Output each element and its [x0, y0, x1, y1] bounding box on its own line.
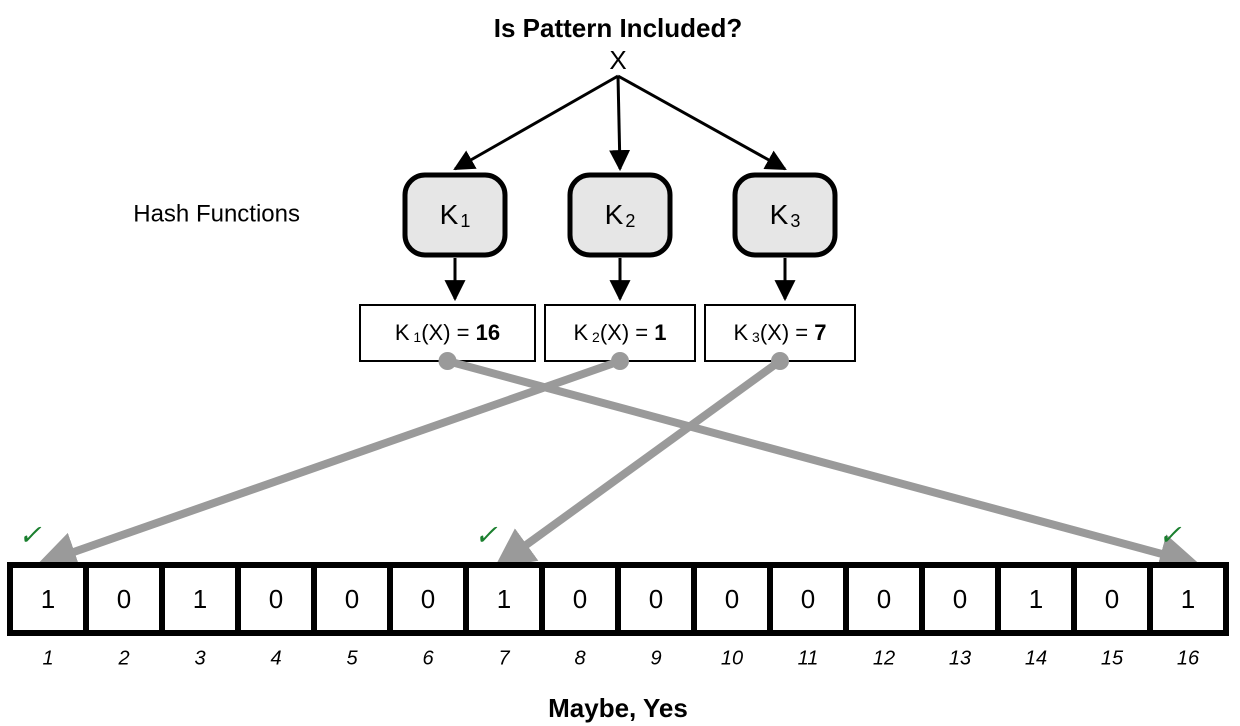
bit-cell-value: 1 [41, 584, 55, 614]
bit-cell-index: 13 [949, 647, 971, 669]
bit-cell-index: 1 [42, 647, 53, 669]
title: Is Pattern Included? [494, 13, 743, 43]
bit-cell-value: 0 [877, 584, 891, 614]
edge-origin-dot [611, 352, 629, 370]
bit-cell-index: 15 [1101, 647, 1124, 669]
bit-cell-index: 12 [873, 647, 895, 669]
bit-cell-index: 11 [798, 647, 819, 669]
hash-result-label: K 2(X) = 1 [573, 320, 666, 345]
bit-cell-value: 1 [497, 584, 511, 614]
checkmark-icon: ✓ [1158, 519, 1182, 550]
edge-x-to-hash [618, 76, 785, 169]
bit-cell-value: 0 [953, 584, 967, 614]
bit-cell-index: 4 [270, 647, 281, 669]
input-x-label: X [609, 45, 626, 75]
bit-cell-index: 3 [194, 647, 205, 669]
checkmark-icon: ✓ [474, 519, 498, 550]
checkmark-icon: ✓ [18, 519, 42, 550]
bit-cell-index: 5 [346, 647, 358, 669]
edge-result-to-bit [48, 361, 620, 561]
bit-cell-index: 14 [1025, 647, 1047, 669]
bit-cell-index: 6 [422, 647, 434, 669]
edge-x-to-hash [618, 76, 620, 169]
bit-cell-value: 1 [193, 584, 207, 614]
bit-cell-index: 7 [498, 647, 510, 669]
bit-cell-value: 0 [421, 584, 435, 614]
bit-cell-value: 0 [725, 584, 739, 614]
bit-cell-index: 9 [650, 647, 661, 669]
bit-cell-value: 0 [269, 584, 283, 614]
bit-cell-index: 10 [721, 647, 743, 669]
edge-origin-dot [439, 352, 457, 370]
bit-cell-value: 0 [1105, 584, 1119, 614]
bit-cell-value: 1 [1029, 584, 1043, 614]
bit-cell-value: 0 [649, 584, 663, 614]
edge-x-to-hash [455, 76, 618, 169]
hash-result-label: K 3(X) = 7 [733, 320, 826, 345]
bit-cell-value: 1 [1181, 584, 1195, 614]
bloom-filter-diagram: Is Pattern Included?XHash FunctionsK1K2K… [0, 0, 1240, 726]
bit-cell-index: 16 [1177, 647, 1200, 669]
edge-origin-dot [771, 352, 789, 370]
bit-cell-index: 8 [574, 647, 585, 669]
bit-cell-value: 0 [345, 584, 359, 614]
bit-cell-value: 0 [117, 584, 131, 614]
edge-result-to-bit [448, 361, 1189, 561]
answer-label: Maybe, Yes [548, 693, 688, 723]
bit-cell-value: 0 [801, 584, 815, 614]
bit-cell-index: 2 [117, 647, 129, 669]
bit-cell-value: 0 [573, 584, 587, 614]
hash-functions-label: Hash Functions [133, 200, 300, 227]
